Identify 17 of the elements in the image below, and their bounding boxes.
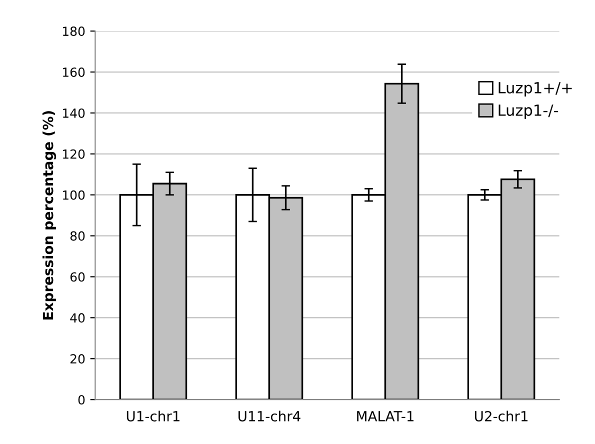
legend-label: Luzp1-/-	[498, 104, 558, 119]
y-tick-label: 160	[62, 68, 85, 77]
y-tick-label: 120	[62, 149, 85, 159]
y-tick-label: 60	[70, 272, 85, 282]
x-tick-label: MALAT-1	[357, 411, 414, 422]
y-tick-label: 180	[62, 26, 85, 36]
y-tick-label: 20	[70, 354, 85, 364]
y-tick-label: 140	[62, 108, 85, 118]
x-tick-label: U1-chr1	[126, 410, 180, 422]
y-tick-label: 0	[78, 395, 85, 405]
y-tick-label: 40	[70, 313, 85, 323]
y-axis-title: Expression percentage (%)	[42, 111, 56, 320]
y-tick-label: 100	[62, 190, 85, 200]
x-tick-label: U11-chr4	[238, 410, 300, 422]
y-tick-label: 80	[70, 231, 85, 241]
x-tick-label: U2-chr1	[474, 410, 528, 422]
legend-label: Luzp1+/+	[498, 82, 572, 96]
